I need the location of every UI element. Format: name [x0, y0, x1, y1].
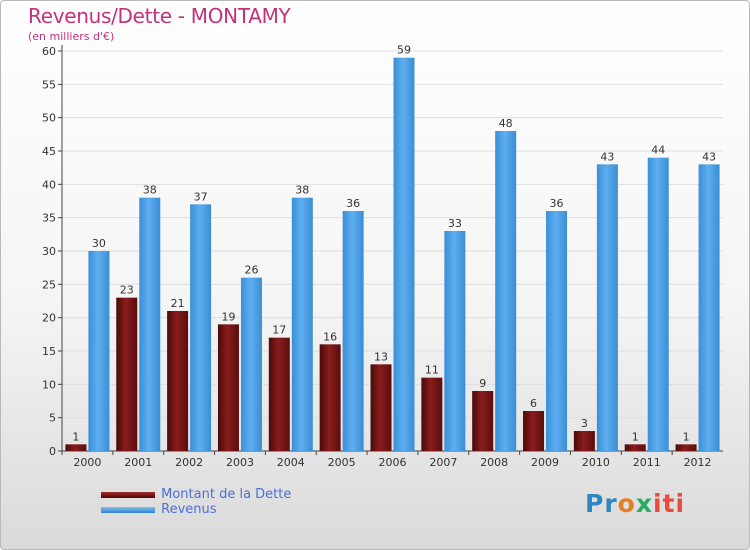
data-label-revenus: 48 [499, 117, 513, 130]
data-label-revenus: 43 [600, 150, 614, 163]
y-tick-label: 60 [42, 45, 56, 58]
data-label-revenus: 44 [651, 144, 665, 157]
y-tick-label: 45 [42, 145, 56, 158]
data-label-debt: 6 [530, 397, 537, 410]
y-tick-label: 40 [42, 178, 56, 191]
x-tick-label: 2000 [73, 456, 101, 469]
bar-debt [268, 337, 290, 451]
bar-debt [573, 431, 595, 451]
bar-debt [421, 377, 443, 451]
x-tick-label: 2002 [175, 456, 203, 469]
data-label-debt: 23 [120, 284, 134, 297]
data-label-revenus: 30 [92, 237, 106, 250]
bar-revenus [495, 131, 517, 451]
x-tick-label: 2003 [226, 456, 254, 469]
data-label-debt: 21 [171, 297, 185, 310]
data-label-revenus: 38 [295, 184, 309, 197]
data-label-revenus: 26 [244, 264, 258, 277]
x-tick-label: 2010 [582, 456, 610, 469]
x-tick-label: 2004 [277, 456, 305, 469]
y-tick-label: 20 [42, 312, 56, 325]
data-label-debt: 11 [425, 364, 439, 377]
x-tick-label: 2007 [429, 456, 457, 469]
legend-swatch-revenus [101, 506, 155, 513]
data-label-debt: 1 [632, 430, 639, 443]
bar-revenus [444, 231, 466, 451]
legend-label-revenus: Revenus [161, 502, 217, 517]
x-tick-label: 2011 [633, 456, 661, 469]
y-tick-label: 50 [42, 112, 56, 125]
bar-revenus [190, 204, 212, 451]
bar-debt [167, 311, 189, 451]
bar-debt [472, 391, 494, 451]
data-label-revenus: 33 [448, 217, 462, 230]
legend-swatch-debt [101, 491, 155, 498]
y-tick-label: 10 [42, 378, 56, 391]
bar-revenus [291, 197, 313, 451]
x-tick-label: 2012 [684, 456, 712, 469]
x-tick-label: 2005 [328, 456, 356, 469]
bar-debt [217, 324, 239, 451]
chart-title: Revenus/Dette - MONTAMY [28, 4, 291, 28]
y-tick-label: 30 [42, 245, 56, 258]
y-tick-label: 15 [42, 345, 56, 358]
bar-debt [116, 297, 138, 451]
data-label-revenus: 38 [143, 184, 157, 197]
x-tick-label: 2006 [379, 456, 407, 469]
legend-item-revenus: Revenus [101, 502, 217, 517]
bar-debt [624, 444, 646, 451]
bar-revenus [698, 164, 720, 452]
bar-revenus [393, 57, 415, 452]
y-tick-label: 0 [49, 445, 56, 458]
data-label-debt: 16 [323, 330, 337, 343]
x-tick-label: 2008 [480, 456, 508, 469]
data-label-revenus: 59 [397, 44, 411, 57]
legend-item-debt: Montant de la Dette [101, 487, 291, 502]
bar-debt [65, 444, 87, 451]
legend-label-debt: Montant de la Dette [161, 487, 292, 502]
bar-debt [675, 444, 697, 451]
y-tick-label: 5 [49, 412, 56, 425]
bar-revenus [139, 197, 161, 451]
bar-revenus [342, 211, 364, 451]
data-label-debt: 9 [479, 377, 486, 390]
bar-revenus [596, 164, 618, 452]
y-tick-label: 55 [42, 78, 56, 91]
x-tick-label: 2009 [531, 456, 559, 469]
bar-revenus [546, 211, 568, 451]
data-label-debt: 1 [683, 430, 690, 443]
data-label-revenus: 36 [346, 197, 360, 210]
data-label-revenus: 37 [194, 190, 208, 203]
data-label-debt: 13 [374, 350, 388, 363]
bar-revenus [647, 157, 669, 451]
y-tick-label: 25 [42, 278, 56, 291]
bar-revenus [240, 277, 262, 451]
data-label-debt: 3 [581, 417, 588, 430]
data-label-debt: 17 [272, 324, 286, 337]
chart-subtitle: (en milliers d'€) [28, 30, 115, 43]
data-label-revenus: 43 [702, 150, 716, 163]
x-tick-label: 2001 [124, 456, 152, 469]
proxiti-logo: Proxiti [585, 489, 686, 518]
data-label-debt: 1 [72, 430, 79, 443]
bar-debt [370, 364, 392, 451]
data-label-revenus: 36 [550, 197, 564, 210]
data-label-debt: 19 [221, 310, 235, 323]
bar-debt [319, 344, 341, 451]
bar-revenus [88, 251, 110, 451]
y-tick-label: 35 [42, 212, 56, 225]
bar-debt [523, 411, 545, 451]
